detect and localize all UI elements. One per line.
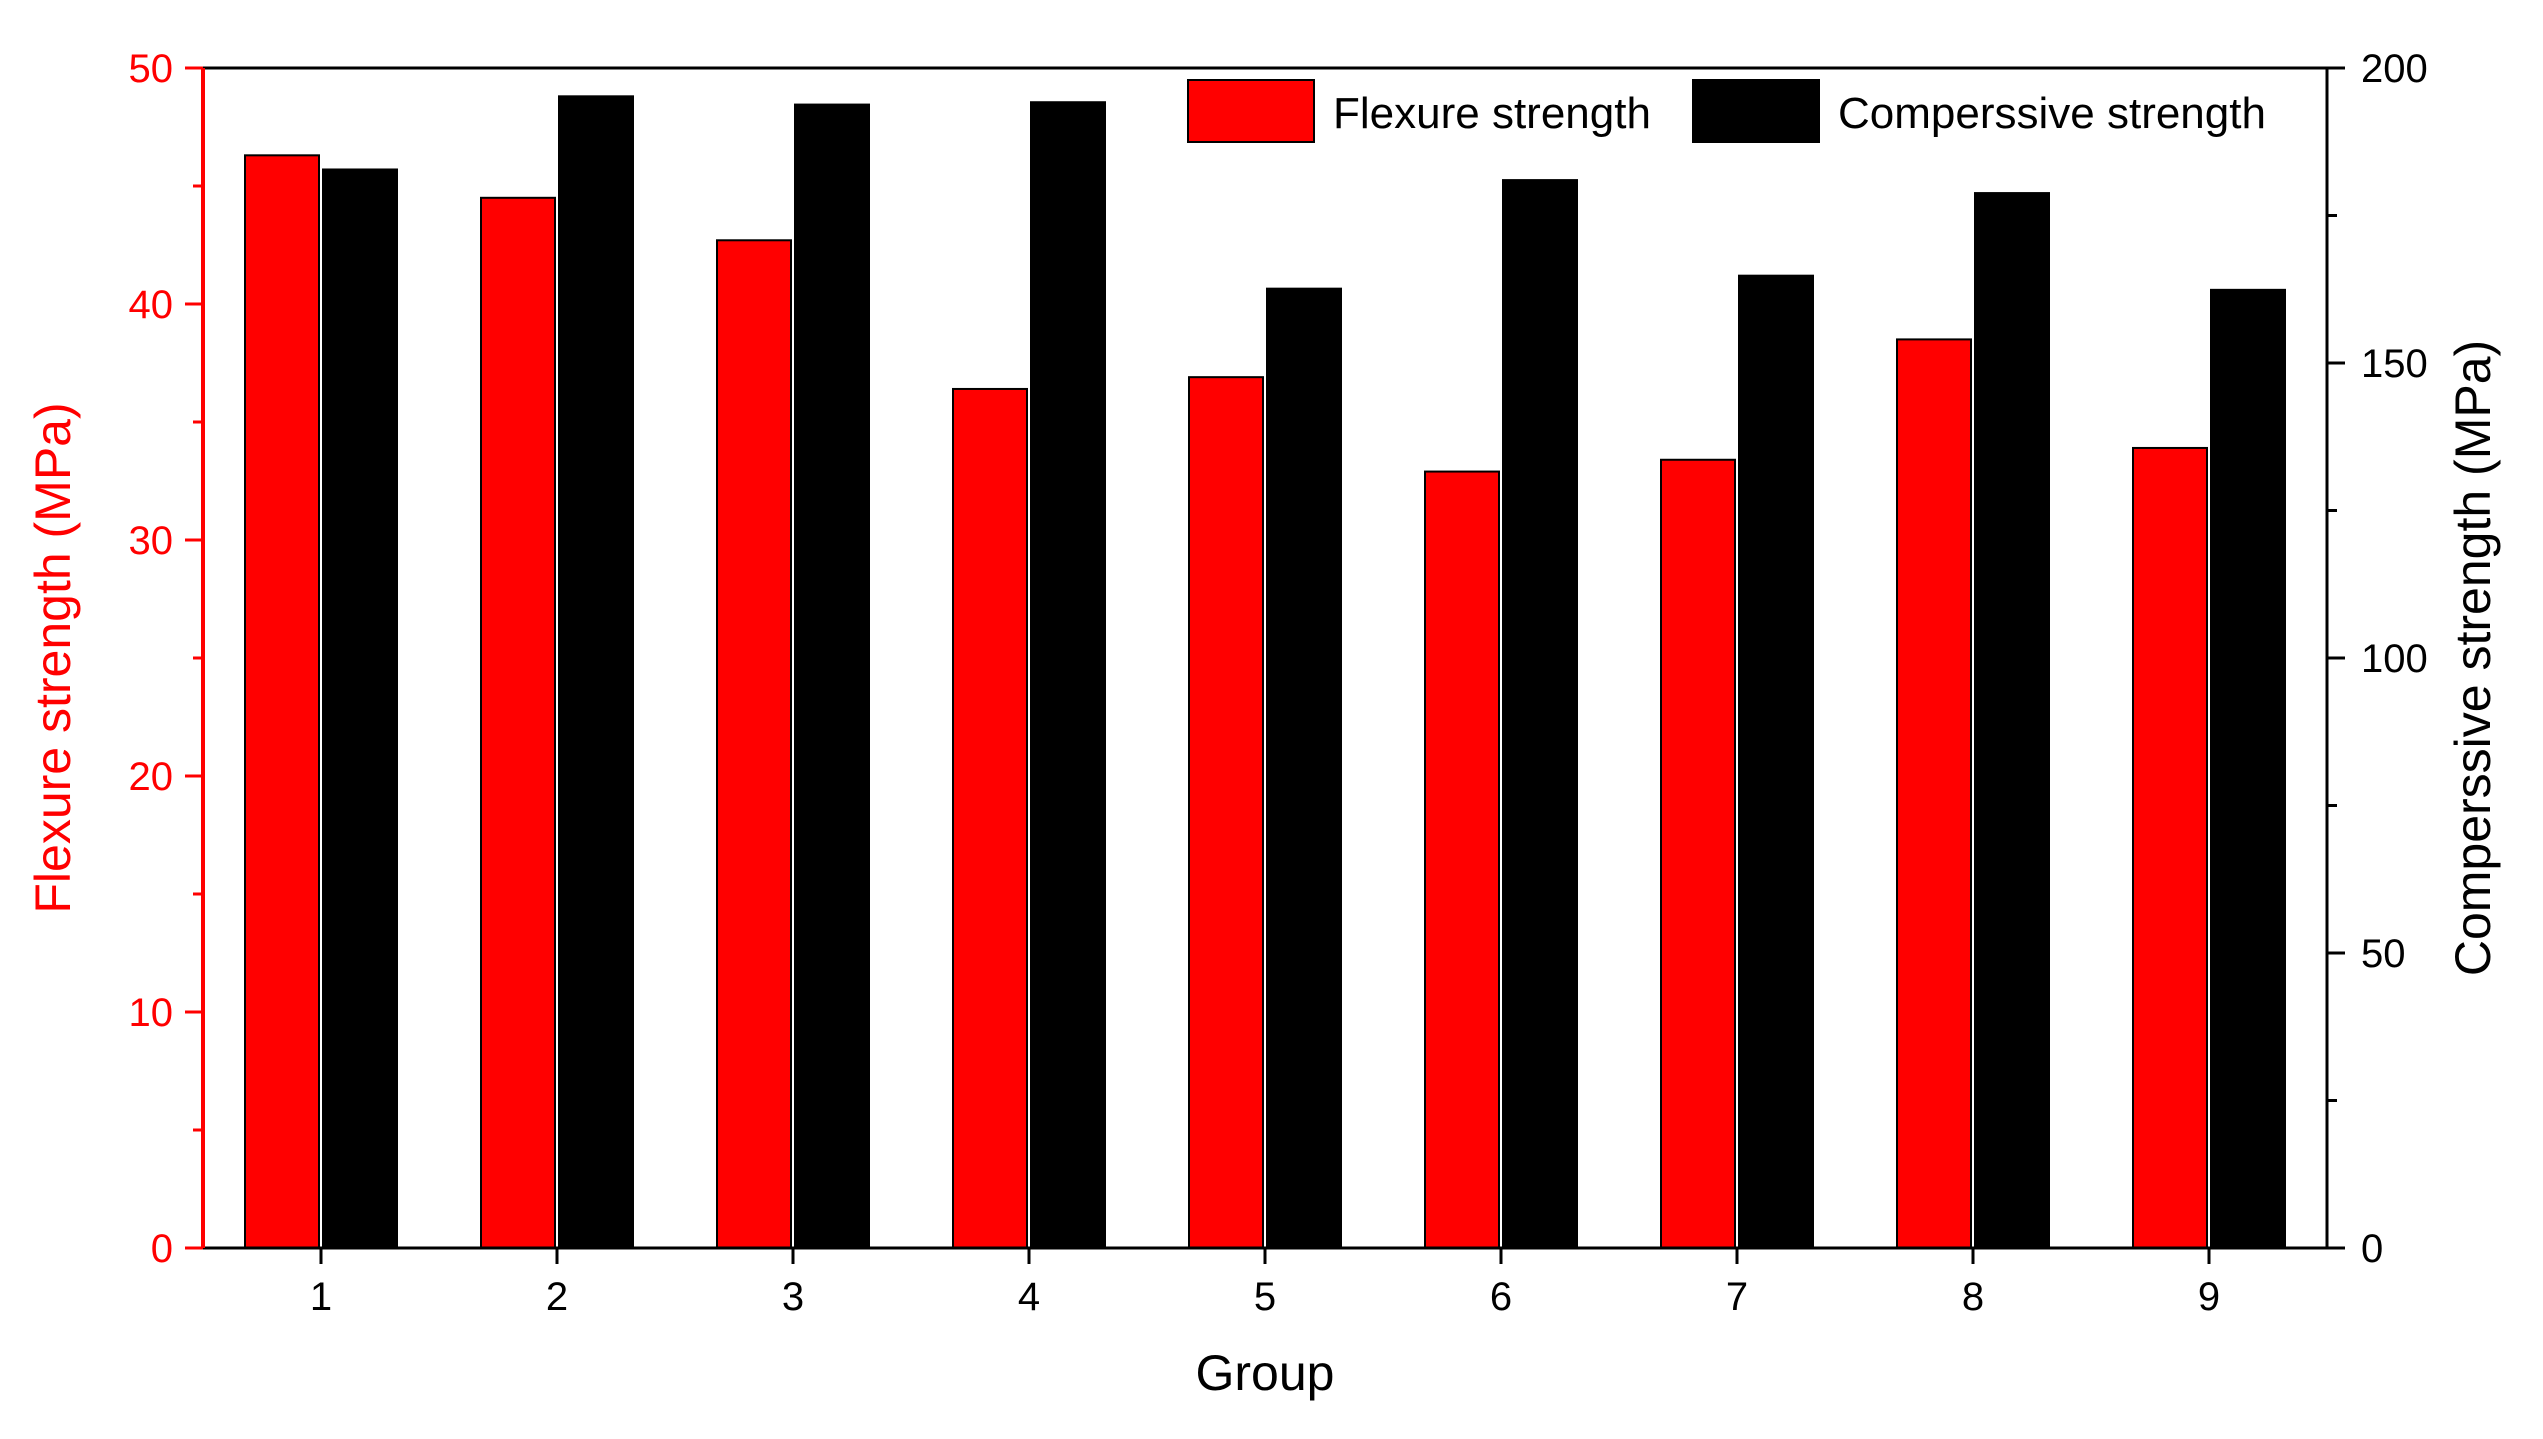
left-y-axis-title: Flexure strength (MPa) <box>25 402 81 913</box>
legend: Flexure strength Comperssive strength <box>1187 79 2266 143</box>
compressive-bar-group-7 <box>1738 274 1814 1249</box>
flexure-bar-group-2 <box>480 196 556 1249</box>
legend-swatch-compressive <box>1692 79 1820 143</box>
right-tick-label: 0 <box>2361 1227 2383 1271</box>
flexure-bar-group-4 <box>952 387 1028 1249</box>
flexure-bar-group-8 <box>1896 338 1972 1249</box>
left-tick-label: 50 <box>129 47 174 91</box>
right-y-axis-title: Comperssive strength (MPa) <box>2445 340 2501 976</box>
left-y-axis-ticks: 0 10 20 30 40 50 <box>129 47 203 1271</box>
right-tick-label: 100 <box>2361 637 2428 681</box>
flexure-bar-group-1 <box>244 154 320 1250</box>
flexure-bar-group-9 <box>2132 446 2208 1249</box>
x-tick-label: 1 <box>310 1275 332 1319</box>
right-tick-label: 200 <box>2361 47 2428 91</box>
compressive-bar-group-8 <box>1974 192 2050 1250</box>
flexure-bar-group-7 <box>1660 458 1736 1249</box>
compressive-bar-group-4 <box>1030 101 1106 1250</box>
compressive-bar-group-6 <box>1502 179 1578 1250</box>
flexure-bar-group-6 <box>1424 470 1500 1249</box>
left-tick-label: 40 <box>129 283 174 327</box>
left-tick-label: 20 <box>129 755 174 799</box>
legend-label-compressive: Comperssive strength <box>1838 89 2266 138</box>
compressive-bar-group-9 <box>2210 288 2286 1249</box>
bars-group <box>244 95 2286 1250</box>
legend-swatch-flexure <box>1187 79 1315 143</box>
compressive-bar-group-5 <box>1266 287 1342 1250</box>
legend-label-flexure: Flexure strength <box>1333 89 1651 138</box>
x-axis-title: Group <box>1196 1345 1335 1401</box>
right-y-axis-ticks: 0 50 100 150 200 <box>2327 47 2428 1271</box>
x-tick-label: 9 <box>2198 1275 2220 1319</box>
flexure-bar-group-5 <box>1188 376 1264 1250</box>
left-tick-label: 10 <box>129 991 174 1035</box>
x-tick-label: 2 <box>546 1275 568 1319</box>
left-tick-label: 30 <box>129 519 174 563</box>
x-tick-label: 8 <box>1962 1275 1984 1319</box>
compressive-bar-group-3 <box>794 103 870 1250</box>
right-tick-label: 50 <box>2361 932 2406 976</box>
compressive-bar-group-1 <box>322 168 398 1250</box>
x-tick-label: 6 <box>1490 1275 1512 1319</box>
left-tick-label: 0 <box>151 1227 173 1271</box>
x-axis-ticks: 1 2 3 4 5 6 7 8 9 <box>310 1248 2220 1319</box>
right-tick-label: 150 <box>2361 342 2428 386</box>
compressive-bar-group-2 <box>558 95 634 1250</box>
flexure-bar-group-3 <box>716 239 792 1249</box>
x-tick-label: 7 <box>1726 1275 1748 1319</box>
x-tick-label: 5 <box>1254 1275 1276 1319</box>
x-tick-label: 3 <box>782 1275 804 1319</box>
x-tick-label: 4 <box>1018 1275 1040 1319</box>
